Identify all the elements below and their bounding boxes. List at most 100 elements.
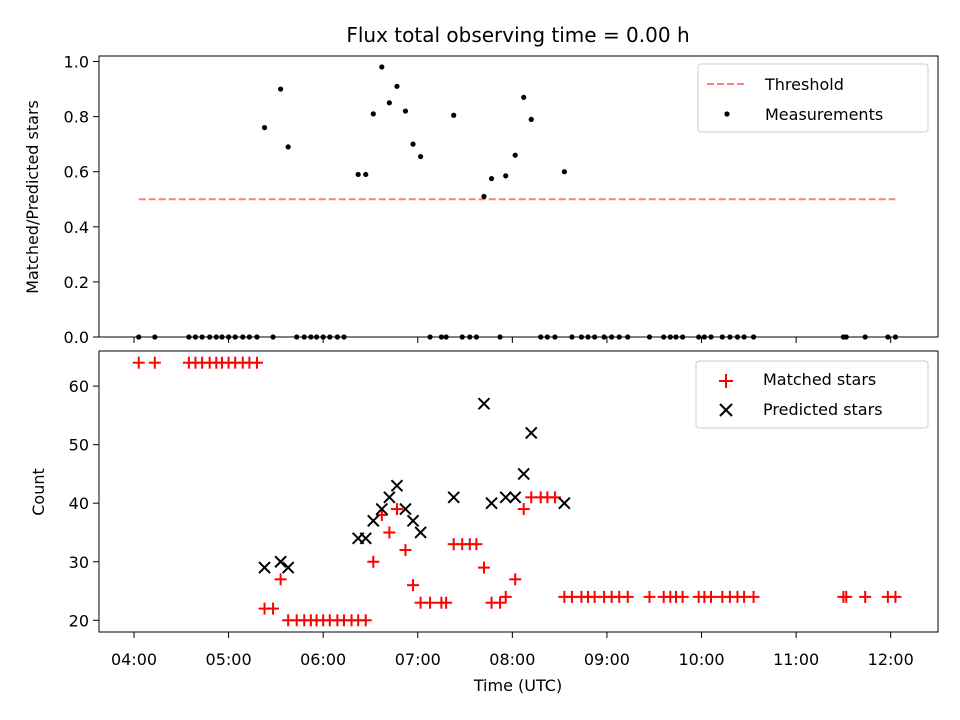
bottom-xtick-label-0: 04:00 [111,650,157,669]
top-panel: 0.0 0.2 0.4 0.6 0.8 1.0 Matched/Predicted sta… [23,53,939,347]
predicted-star-11 [414,526,427,539]
matched-star-78 [889,590,902,603]
top-x-ticks [133,337,892,343]
predicted-star-13 [477,397,491,410]
top-ylabel: Matched/Predicted stars [23,100,42,294]
matched-star-60 [621,590,634,603]
matched-star-14 [267,602,280,615]
legend-predicted-swatch [719,403,733,417]
measurement-point-25 [355,171,361,178]
matched-star-37 [440,596,453,609]
bottom-y-ticks: 20 30 40 50 60 [69,377,99,630]
predicted-star-18 [525,426,538,440]
measurement-point-26 [363,171,369,178]
matched-star-1 [148,356,161,369]
matched-star-68 [704,590,717,603]
predicted-stars-markers [258,397,571,574]
chart-title: Flux total observing time = 0.00 h [346,23,689,47]
matched-star-44 [494,596,507,609]
matched-star-15 [274,573,287,586]
bottom-xlabel: Time (UTC) [473,676,562,695]
bottom-xtick-label-2: 06:00 [300,650,346,669]
predicted-star-16 [508,491,522,504]
measurement-point-32 [410,141,416,147]
top-ytick-label-4: 0.8 [64,108,89,127]
matched-star-31 [390,503,403,516]
predicted-star-19 [558,497,571,510]
matched-star-28 [367,555,380,568]
top-y-ticks: 0.0 0.2 0.4 0.6 0.8 1.0 [64,53,99,347]
top-axes-frame [98,55,939,338]
predicted-star-12 [447,491,460,504]
legend-predicted-label: Predicted stars [763,400,883,419]
legend-measurements-label: Measurements [765,105,883,124]
predicted-star-1 [274,555,287,568]
top-ytick-label-2: 0.4 [64,218,89,237]
legend-threshold-label: Threshold [764,75,844,94]
bottom-xtick-label-3: 07:00 [395,650,441,669]
measurement-point-41 [481,193,487,200]
bottom-xtick-label-5: 09:00 [584,650,630,669]
measurement-point-33 [418,153,424,160]
bottom-x-ticks: 04:00 05:00 06:00 07:00 08:00 09:00 10:00 11:00… [111,632,914,669]
matched-star-46 [509,573,522,586]
measurement-point-46 [521,94,527,100]
bottom-ytick-label-4: 60 [69,377,89,396]
measurement-point-45 [512,152,518,158]
measurement-point-29 [386,100,392,106]
predicted-star-15 [499,491,512,504]
matched-star-33 [407,579,420,592]
predicted-star-10 [406,514,420,527]
legend-matched-label: Matched stars [763,370,876,389]
legend-measurements-swatch [724,111,730,117]
matched-star-73 [747,590,760,603]
bottom-xtick-label-1: 05:00 [206,650,252,669]
bottom-legend: Matched stars Predicted stars [695,360,929,429]
measurement-point-30 [394,83,400,89]
bottom-legend-box [695,360,929,429]
bottom-ytick-label-3: 50 [69,436,89,455]
bottom-axes-frame [98,350,939,633]
bottom-panel: 20 30 40 50 60 04:00 05:00 06:00 07:00 08:00 09:0… [29,350,939,695]
matched-star-0 [132,356,145,369]
predicted-star-8 [390,479,404,492]
matched-star-61 [643,590,656,603]
top-ytick-label-3: 0.6 [64,163,89,182]
measurement-point-42 [488,175,495,182]
bottom-ylabel: Count [29,468,48,516]
measurement-point-16 [285,144,291,150]
measurement-point-37 [451,112,457,118]
measurement-point-15 [278,86,284,92]
predicted-star-6 [375,502,389,516]
measurement-point-28 [379,64,385,70]
matched-star-27 [359,614,372,627]
legend-matched-swatch [719,374,733,388]
predicted-star-17 [517,467,530,481]
matched-star-30 [383,526,396,539]
matched-star-41 [470,538,483,551]
measurement-point-13 [261,125,268,131]
predicted-star-14 [485,497,498,510]
bottom-ytick-label-2: 40 [69,494,89,513]
matched-star-65 [676,590,689,603]
top-ytick-label-0: 0.0 [64,328,89,347]
predicted-star-2 [281,561,295,574]
matched-star-35 [424,596,437,609]
measurement-point-44 [503,173,509,179]
matched-stars-markers [132,356,902,627]
top-ytick-label-5: 1.0 [64,53,89,72]
matched-star-47 [517,503,530,516]
measurement-point-27 [370,111,376,117]
bottom-xtick-label-8: 12:00 [868,650,914,669]
bottom-xtick-label-6: 10:00 [678,650,724,669]
matched-star-76 [859,590,872,603]
predicted-star-0 [258,561,271,574]
top-ytick-label-1: 0.2 [64,273,89,292]
measurement-point-47 [528,116,534,122]
predicted-star-9 [399,502,412,516]
measurement-point-31 [402,108,409,114]
top-legend-box [697,63,929,133]
matched-star-42 [477,561,490,574]
matched-star-51 [548,491,561,504]
